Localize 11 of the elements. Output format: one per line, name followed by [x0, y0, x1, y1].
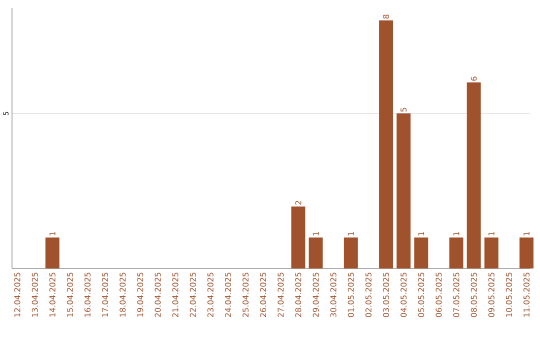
bar — [291, 206, 306, 268]
bar — [466, 82, 481, 268]
bar — [520, 237, 534, 268]
bar — [308, 237, 323, 268]
bar — [484, 237, 498, 268]
bar — [396, 113, 411, 268]
bar — [449, 237, 464, 268]
bar — [45, 237, 60, 268]
bar — [379, 20, 394, 268]
bar — [414, 237, 428, 268]
bar — [344, 237, 358, 268]
